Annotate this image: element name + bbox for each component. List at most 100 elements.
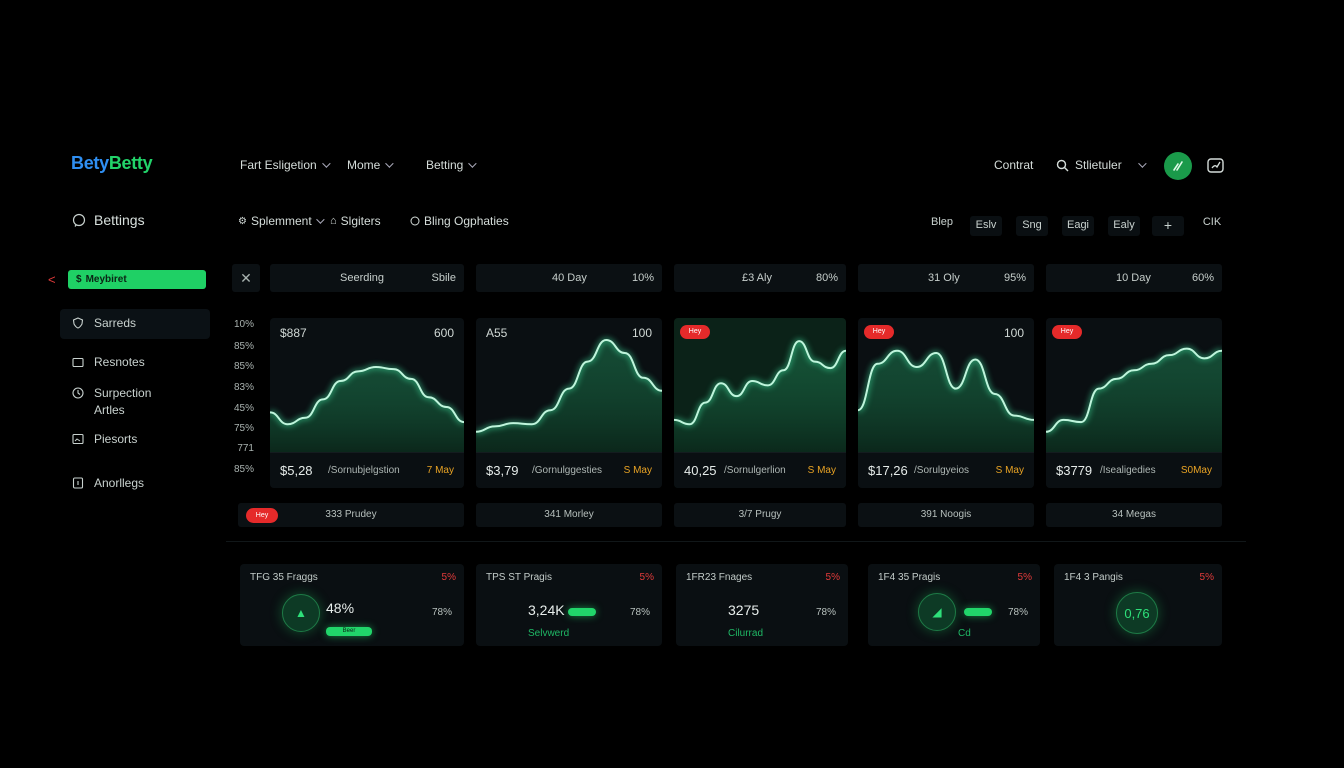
avatar-button[interactable] [1164, 152, 1192, 180]
market-label-text: 34 Megas [1112, 509, 1156, 520]
stat-title: 1FR23 Fnages [686, 572, 753, 583]
progress-pill [568, 608, 596, 616]
sparkline-chart [476, 337, 662, 452]
stat-title: 1F4 3 Pangis [1064, 572, 1123, 583]
home-icon: ⌂ [330, 215, 337, 227]
period-value: 95% [1003, 272, 1026, 284]
sidebar-item-active[interactable]: $ Meybiret [68, 270, 206, 289]
brand-logo[interactable]: BetyBetty [71, 153, 153, 174]
contact-link[interactable]: Contrat [994, 158, 1033, 172]
stat-change: 5% [1199, 572, 1214, 583]
chart-card[interactable]: Hey 100 $17,26 /Sorulgyeios S May [858, 318, 1034, 488]
card-footer: $3,79 /Gornulggesties S May [476, 452, 662, 488]
period-value: Sbile [431, 272, 456, 284]
stat-title: 1F4 35 Pragis [878, 572, 941, 583]
chart-card[interactable]: A55 100 $3,79 /Gornulggesties S May [476, 318, 662, 488]
brand-logo-part-a: Bety [71, 153, 109, 173]
sparkline-area [1046, 348, 1222, 452]
card-date: S0May [1180, 465, 1212, 476]
card-value: $5,28 [280, 463, 313, 478]
timeframe-label: Blep [930, 216, 954, 228]
stat-card[interactable]: 1FR23 Fnages 5% 3275 78% Cilurrad [676, 564, 848, 646]
timeframe-eagi[interactable]: Eagi [1062, 216, 1094, 236]
search-icon [1056, 159, 1069, 171]
card-date: 7 May [426, 465, 454, 476]
period-tab[interactable]: 31 Oly 95% [858, 264, 1034, 292]
chart-card[interactable]: $887 600 $5,28 /Sornubjelgstion 7 May [270, 318, 464, 488]
collapse-arrow-icon[interactable]: < [48, 272, 56, 287]
card-label: /Sornulgerlion [724, 465, 786, 476]
slgiters-link[interactable]: ⌂ Slgiters [330, 214, 381, 228]
market-label[interactable]: 391 Noogis [858, 503, 1034, 527]
add-timeframe-button[interactable]: + [1152, 216, 1184, 236]
gauge-circle: 0,76 [1116, 592, 1158, 634]
stat-card[interactable]: TPS ST Pragis 5% 3,24K 78% Selvwerd [476, 564, 662, 646]
period-tab[interactable]: Seerding Sbile [270, 264, 464, 292]
card-date: S May [623, 465, 652, 476]
sub-label: Splemment [250, 214, 312, 228]
market-label[interactable]: 341 Morley [476, 503, 662, 527]
nav-item-mome[interactable]: Mome [347, 158, 395, 172]
card-value: $3779 [1056, 463, 1093, 478]
divider [226, 541, 1246, 542]
info-icon [72, 477, 84, 489]
stat-value: 3,24K [528, 602, 565, 618]
timeframe-label: Sng [1022, 219, 1042, 231]
market-label[interactable]: 34 Megas [1046, 503, 1222, 527]
stat-change: 5% [1017, 572, 1032, 583]
progress-pill [964, 608, 992, 616]
period-tab[interactable]: 40 Day 10% [476, 264, 662, 292]
splemment-dropdown[interactable]: ⚙ Splemment [238, 214, 325, 228]
stat-card[interactable]: TFG 35 Fraggs 5% ▲ 48% Beer 78% [240, 564, 464, 646]
card-date: S May [807, 465, 836, 476]
stat-card[interactable]: 1F4 35 Pragis 5% ◢ 78% Cd [868, 564, 1040, 646]
sidebar-item-surpection[interactable]: Surpection Artles [72, 385, 151, 419]
plus-icon: + [1163, 217, 1173, 233]
timeframe-blep[interactable]: Blep [926, 216, 958, 236]
sidebar-item-anorllegs[interactable]: Anorllegs [72, 475, 144, 492]
leaf-icon [1173, 161, 1183, 171]
card-footer: $5,28 /Sornubjelgstion 7 May [270, 452, 464, 488]
nav-item-fart-esligetion[interactable]: Fart Esligetion [240, 158, 331, 172]
card-footer: 40,25 /Sornulgerlion S May [674, 452, 846, 488]
nav-item-betting[interactable]: Betting [426, 158, 478, 172]
message-button[interactable] [1206, 156, 1226, 176]
sidebar-item-label: Resnotes [94, 355, 145, 369]
stat-card[interactable]: 1F4 3 Pangis 5% 0,76 [1054, 564, 1222, 646]
gauge-value: 0,76 [1124, 605, 1150, 621]
timeframe-ealy[interactable]: Ealy [1108, 216, 1140, 236]
sparkline-line [476, 338, 662, 433]
chart-card[interactable]: Hey $3779 /Isealigedies S0May [1046, 318, 1222, 488]
market-label[interactable]: 3/7 Prugy [674, 503, 846, 527]
card-value: $3,79 [486, 463, 519, 478]
period-value: 60% [1191, 272, 1214, 284]
stat-change: 5% [441, 572, 456, 583]
search-dropdown[interactable]: Stlietuler [1056, 158, 1147, 172]
sidebar-item-resnotes[interactable]: Resnotes [72, 354, 145, 371]
timeframe-cik[interactable]: CIK [1196, 216, 1228, 236]
nav-label: Mome [347, 158, 381, 172]
chart-card[interactable]: Hey 40,25 /Sornulgerlion S May [674, 318, 846, 488]
sidebar-item-sarreds[interactable]: Sarreds [60, 309, 210, 339]
stat-caption: Cd [958, 628, 971, 639]
period-value: 80% [815, 272, 838, 284]
close-icon[interactable]: ✕ [232, 264, 260, 292]
bling-link[interactable]: Bling Ogphaties [410, 214, 509, 228]
folder-icon [72, 357, 84, 368]
sparkline-line [858, 349, 1034, 421]
stat-title: TFG 35 Fraggs [250, 572, 318, 583]
timeframe-sng[interactable]: Sng [1016, 216, 1048, 236]
chevron-down-icon [468, 159, 478, 168]
sidebar-item-piesorts[interactable]: Piesorts [72, 431, 137, 448]
timeframe-eslv[interactable]: Eslv [970, 216, 1002, 236]
y-tick: 10% [233, 319, 254, 330]
sparkline-chart [858, 348, 1034, 452]
stat-change: 5% [825, 572, 840, 583]
period-tab[interactable]: 10 Day 60% [1046, 264, 1222, 292]
stat-title: TPS ST Pragis [486, 572, 552, 583]
card-label: /Gornulggesties [532, 465, 603, 476]
period-tab[interactable]: £3 Aly 80% [674, 264, 846, 292]
chevron-down-icon [385, 159, 395, 168]
status-badge: Hey [246, 508, 278, 523]
card-value: $17,26 [868, 463, 908, 478]
